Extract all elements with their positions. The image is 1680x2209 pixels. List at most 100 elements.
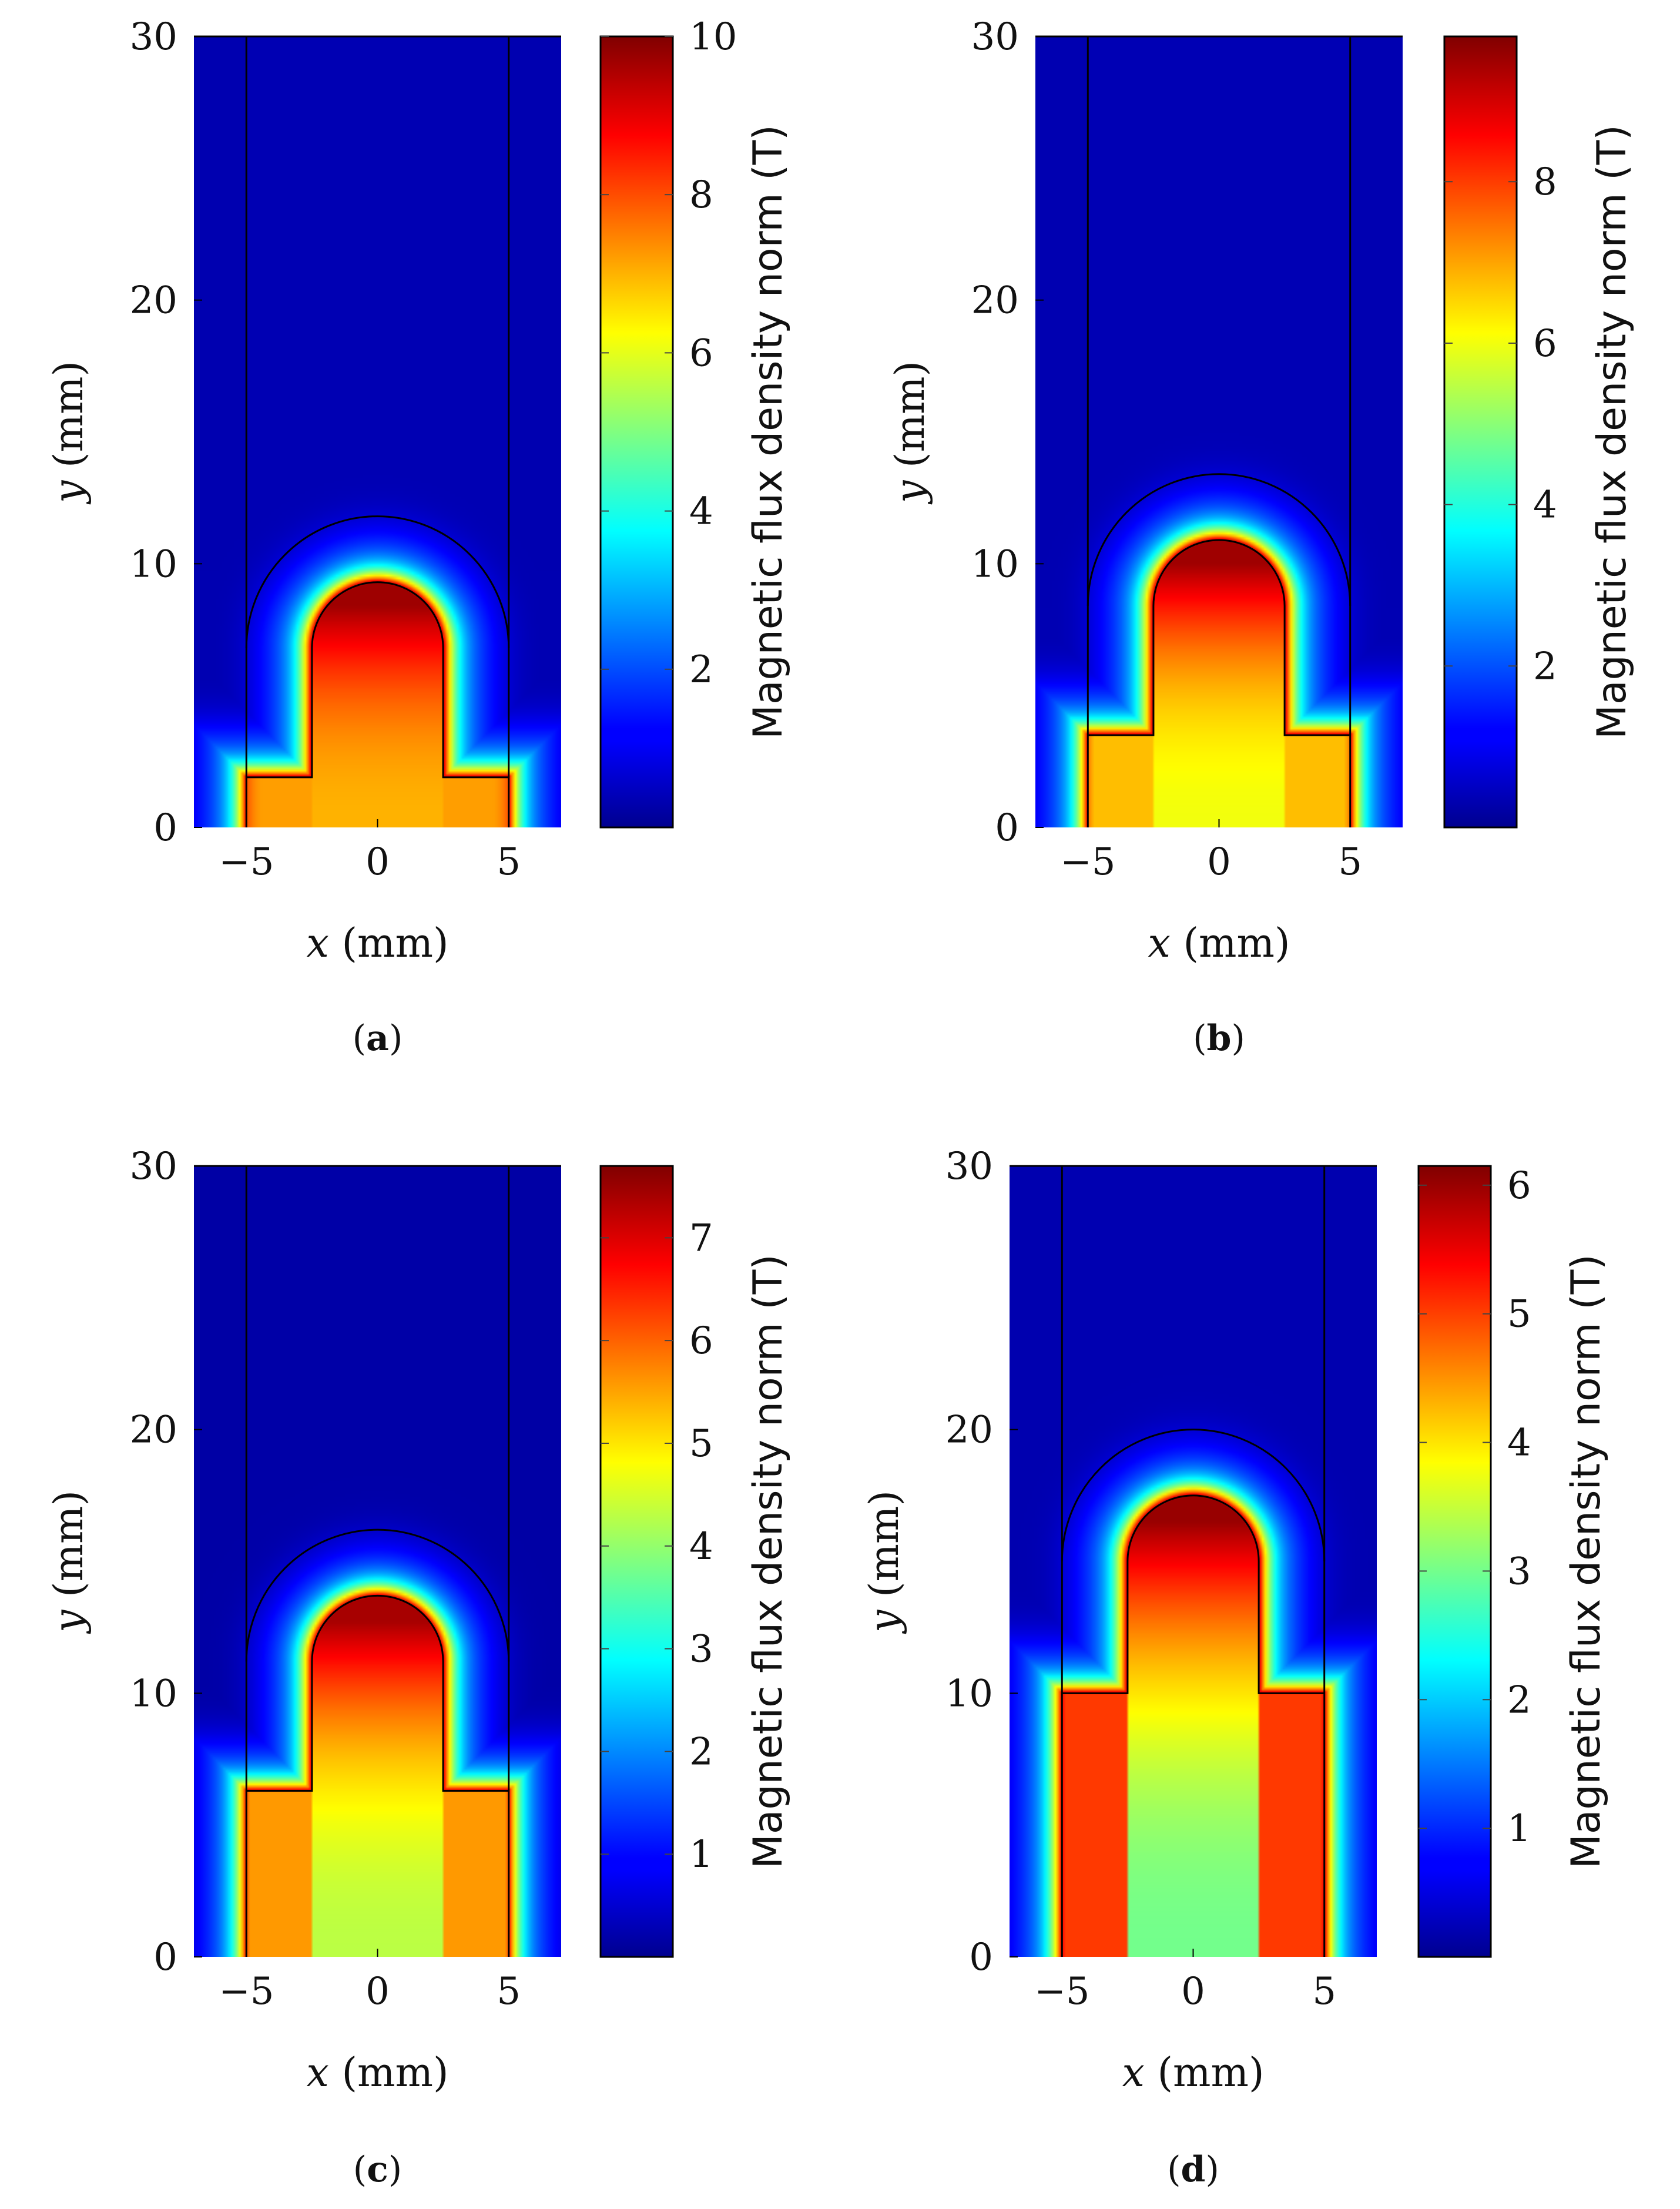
caption-letter: c bbox=[367, 2149, 388, 2190]
colorbar-tick-label: 4 bbox=[689, 1525, 713, 1568]
y-axis-title: y (mm) bbox=[887, 361, 934, 505]
pole-piece-outline bbox=[246, 1594, 509, 1792]
y-tick-label: 0 bbox=[153, 806, 177, 850]
x-tick-label: −5 bbox=[219, 840, 274, 884]
y-axis-unit: (mm) bbox=[887, 361, 934, 481]
x-tick-label: 0 bbox=[365, 1970, 390, 2013]
colorbar-tick-label: 4 bbox=[1507, 1422, 1531, 1465]
x-axis-title: x (mm) bbox=[1122, 2050, 1265, 2096]
x-axis-unit: (mm) bbox=[329, 2050, 449, 2096]
y-tick-label: 10 bbox=[130, 1672, 177, 1715]
colorbar-tick-label: 4 bbox=[689, 490, 713, 534]
caption-close-paren: ) bbox=[388, 2149, 402, 2190]
x-axis-var: x bbox=[1148, 920, 1171, 967]
x-axis-unit: (mm) bbox=[329, 920, 449, 967]
y-tick-label: 20 bbox=[971, 279, 1019, 323]
y-axis-var: y bbox=[46, 1609, 92, 1634]
colorbar-tick-label: 8 bbox=[689, 173, 713, 217]
y-tick-label: 10 bbox=[945, 1672, 993, 1715]
x-tick-label: −5 bbox=[1034, 1970, 1089, 2013]
colorbar-tick-label: 2 bbox=[1533, 645, 1557, 688]
y-axis-var: y bbox=[887, 480, 934, 505]
y-tick-label: 20 bbox=[130, 1409, 177, 1452]
colorbar-tick-label: 6 bbox=[689, 331, 713, 375]
pole-piece-outline bbox=[1088, 539, 1350, 736]
y-tick-label: 0 bbox=[153, 1936, 177, 1979]
caption-letter: b bbox=[1207, 1018, 1232, 1059]
x-axis-var: x bbox=[307, 2050, 329, 2096]
colorbar-tick-label: 5 bbox=[1507, 1293, 1531, 1336]
colorbar-tick-label: 2 bbox=[689, 1730, 713, 1774]
x-axis-title: x (mm) bbox=[1148, 920, 1290, 967]
colorbar-tick-label: 10 bbox=[689, 15, 737, 59]
caption-letter: a bbox=[366, 1018, 389, 1059]
colorbar-tick-label: 7 bbox=[689, 1216, 713, 1260]
colorbar-title: Magnetic flux density norm (T) bbox=[745, 125, 792, 739]
colorbar-tick-label: 8 bbox=[1533, 160, 1557, 204]
y-axis-var: y bbox=[46, 480, 92, 505]
x-tick-label: 5 bbox=[1338, 840, 1362, 884]
y-tick-label: 20 bbox=[130, 279, 177, 323]
y-tick-label: 10 bbox=[130, 542, 177, 586]
y-tick-label: 0 bbox=[969, 1936, 993, 1979]
caption-letter: d bbox=[1181, 2149, 1206, 2190]
x-tick-label: 0 bbox=[365, 840, 390, 884]
x-axis-unit: (mm) bbox=[1171, 920, 1290, 967]
colorbar-tick-label: 3 bbox=[1507, 1550, 1531, 1593]
subfigure-caption: (a) bbox=[353, 1018, 403, 1059]
y-tick-label: 30 bbox=[130, 15, 177, 59]
colorbar-tick-label: 5 bbox=[689, 1422, 713, 1466]
colorbar-tick-label: 6 bbox=[689, 1319, 713, 1363]
colorbar-tick-label: 1 bbox=[1507, 1807, 1531, 1851]
colorbar-tick-label: 2 bbox=[689, 648, 713, 692]
y-tick-label: 10 bbox=[971, 542, 1019, 586]
colorbar-tick-label: 3 bbox=[689, 1628, 713, 1671]
y-axis-title: y (mm) bbox=[46, 361, 92, 505]
flux-density-heatmap bbox=[1010, 1166, 1377, 1957]
colorbar-tick-label: 1 bbox=[689, 1833, 713, 1876]
x-tick-label: 5 bbox=[1312, 1970, 1336, 2013]
caption-close-paren: ) bbox=[1231, 1018, 1245, 1059]
caption-open-paren: ( bbox=[353, 2149, 367, 2190]
y-axis-title: y (mm) bbox=[46, 1490, 92, 1634]
flux-density-heatmap bbox=[194, 1166, 561, 1957]
y-tick-label: 30 bbox=[971, 15, 1019, 59]
y-tick-label: 30 bbox=[945, 1145, 993, 1188]
colorbar-title: Magnetic flux density norm (T) bbox=[1563, 1254, 1609, 1869]
x-tick-label: 5 bbox=[497, 840, 521, 884]
colorbar-tick-label: 2 bbox=[1507, 1678, 1531, 1722]
caption-open-paren: ( bbox=[1193, 1018, 1206, 1059]
y-axis-unit: (mm) bbox=[46, 361, 92, 481]
y-axis-title: y (mm) bbox=[861, 1490, 908, 1634]
caption-close-paren: ) bbox=[1205, 2149, 1219, 2190]
pole-piece-outline bbox=[1062, 1494, 1324, 1694]
subfigure-caption: (b) bbox=[1193, 1018, 1245, 1059]
x-axis-var: x bbox=[1122, 2050, 1145, 2096]
outer-arc-outline bbox=[245, 1528, 510, 1662]
colorbar-tick-label: 6 bbox=[1533, 322, 1557, 366]
x-tick-label: −5 bbox=[219, 1970, 274, 2013]
colorbar bbox=[599, 35, 674, 829]
colorbar-tick-label: 6 bbox=[1507, 1164, 1531, 1208]
y-axis-var: y bbox=[861, 1609, 908, 1634]
colorbar-title: Magnetic flux density norm (T) bbox=[745, 1254, 792, 1869]
flux-density-heatmap bbox=[1035, 36, 1403, 827]
colorbar bbox=[1417, 1165, 1492, 1958]
y-axis-unit: (mm) bbox=[861, 1490, 908, 1610]
x-axis-unit: (mm) bbox=[1145, 2050, 1265, 2096]
x-tick-label: 5 bbox=[497, 1970, 521, 2013]
flux-density-heatmap bbox=[194, 36, 561, 827]
colorbar-tick-label: 4 bbox=[1533, 484, 1557, 527]
x-tick-label: −5 bbox=[1060, 840, 1115, 884]
caption-open-paren: ( bbox=[353, 1018, 366, 1059]
outer-arc-outline bbox=[245, 515, 510, 648]
x-axis-var: x bbox=[307, 920, 329, 967]
y-tick-label: 0 bbox=[995, 806, 1019, 850]
colorbar bbox=[599, 1165, 674, 1958]
caption-close-paren: ) bbox=[389, 1018, 403, 1059]
